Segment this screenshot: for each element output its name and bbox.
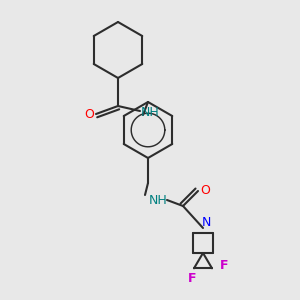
Text: O: O [200,184,210,197]
Text: O: O [84,107,94,121]
Text: NH: NH [141,106,159,119]
Text: F: F [188,272,196,285]
Text: N: N [201,217,211,230]
Text: F: F [220,259,228,272]
Text: NH: NH [148,194,167,206]
